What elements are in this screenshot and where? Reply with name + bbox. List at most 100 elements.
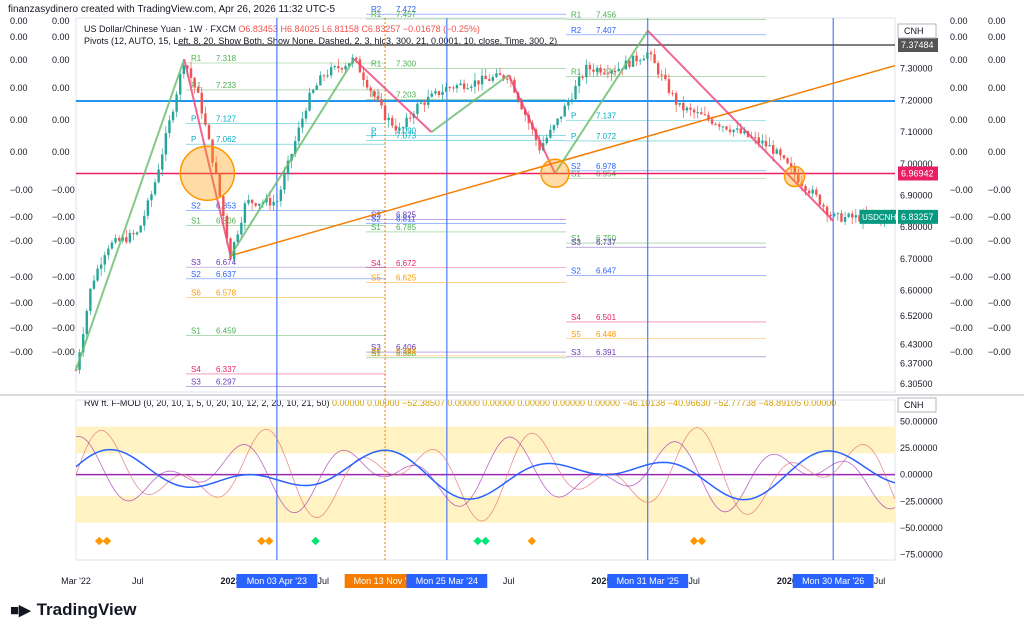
candle-body	[308, 92, 311, 111]
candle-body	[243, 203, 247, 223]
right-scale-label: 0.00	[950, 32, 968, 42]
pivot-level-value: 7.137	[596, 111, 617, 120]
candle-body	[398, 128, 401, 131]
pivot-level-value: 6.448	[596, 330, 617, 339]
right-scale-label: −0.00	[950, 185, 973, 195]
candle-body	[200, 92, 203, 114]
pivot-level-value: 7.062	[216, 135, 237, 144]
candle-body	[175, 94, 178, 112]
right-scale-label: 0.00	[950, 55, 968, 65]
candle-body	[326, 75, 329, 77]
candle-body	[858, 215, 861, 222]
pivot-level-value: 6.637	[216, 270, 237, 279]
candle-body	[696, 112, 699, 114]
price-tag-mid: 6.96942	[901, 168, 934, 178]
signal-marker	[697, 536, 707, 546]
signal-marker	[527, 536, 537, 546]
candle-body	[707, 114, 710, 120]
candle-body	[491, 77, 495, 81]
pivot-level-value: 7.457	[396, 10, 417, 19]
candle-body	[125, 237, 128, 243]
candle-body	[610, 71, 613, 74]
zigzag-segment	[353, 58, 433, 133]
candle-body	[444, 87, 448, 92]
candle-body	[628, 60, 631, 67]
candle-body	[854, 215, 858, 218]
candle-body	[214, 162, 218, 173]
y-tick-label: 6.80000	[900, 222, 933, 232]
candle-body	[89, 288, 92, 311]
candle-body	[114, 238, 117, 243]
zigzag-segment	[229, 58, 355, 257]
candle-body	[771, 145, 775, 154]
pivot-level-tag: R1	[371, 60, 382, 69]
pivot-level-value: 6.674	[216, 258, 237, 267]
pivot-level-value: 7.318	[216, 54, 237, 63]
left-scale-label: −0.00	[10, 323, 33, 333]
x-tick-label: Jul	[503, 576, 515, 586]
indicator-y-tick: −75.00000	[900, 550, 943, 560]
candle-body	[563, 105, 566, 117]
candle-body	[764, 141, 768, 147]
candle-body	[143, 215, 146, 226]
candle-body	[779, 149, 782, 156]
right-scale-label: −0.00	[950, 347, 973, 357]
left-scale-label: −0.00	[10, 236, 33, 246]
candle-body	[642, 58, 646, 61]
candle-body	[674, 93, 678, 105]
last-price: 6.83257	[901, 212, 934, 222]
candle-body	[401, 127, 405, 129]
ticker-tag: USDCNH	[862, 213, 896, 222]
candle-body	[822, 204, 825, 207]
left-scale-label: −0.00	[10, 298, 33, 308]
candle-body	[240, 222, 243, 235]
pivot-level-value: 7.407	[596, 26, 617, 35]
candle-body	[297, 127, 301, 142]
pivot-level-value: 6.501	[596, 313, 617, 322]
pivot-level-tag: S4	[571, 313, 581, 322]
pivot-level-value: 7.090	[396, 126, 417, 135]
candle-body	[268, 197, 272, 206]
candle-body	[851, 213, 854, 218]
price-tag-high-bg	[898, 37, 938, 52]
candle-body	[92, 280, 96, 289]
candle-body	[153, 182, 157, 195]
candle-body	[455, 85, 459, 89]
candle-body	[761, 141, 764, 144]
pivot-level-value: 6.297	[216, 378, 237, 387]
left-scale-label: 0.00	[52, 32, 70, 42]
pivot-level-value: 7.203	[396, 90, 417, 99]
signal-marker	[311, 536, 320, 546]
y-tick-label: 6.30500	[900, 379, 933, 389]
pivot-level-value: 6.391	[596, 348, 617, 357]
candle-body	[179, 73, 182, 95]
pivot-level-tag: S6	[191, 289, 201, 298]
candle-body	[700, 112, 703, 115]
left-scale-label: 0.00	[52, 83, 70, 93]
candle-body	[258, 203, 261, 206]
candle-body	[369, 87, 372, 92]
x-tick-label: Mon 31 Mar '25	[617, 576, 679, 586]
pivot-level-tag: S3	[191, 378, 201, 387]
candle-body	[631, 55, 635, 67]
pivot-level-tag: P	[191, 115, 196, 124]
signal-marker	[689, 536, 699, 546]
candle-body	[477, 80, 480, 85]
zigzag-segment	[507, 74, 556, 174]
left-scale-label: 0.00	[10, 16, 28, 26]
pivot-level-tag: R2	[571, 26, 582, 35]
candle-body	[757, 137, 760, 144]
candle-body	[168, 120, 171, 134]
x-tick-label: Mar '22	[61, 576, 91, 586]
candle-body	[452, 87, 455, 89]
candle-body	[121, 237, 124, 241]
pivot-level-value: 6.737	[596, 238, 617, 247]
pivot-level-value: 6.394	[396, 347, 417, 356]
candle-body	[207, 124, 211, 140]
candle-body	[362, 72, 365, 80]
x-tick-label: 2026	[777, 576, 797, 586]
candle-body	[725, 126, 728, 130]
x-tick-label: 2025	[591, 576, 611, 586]
candle-body	[559, 116, 563, 119]
